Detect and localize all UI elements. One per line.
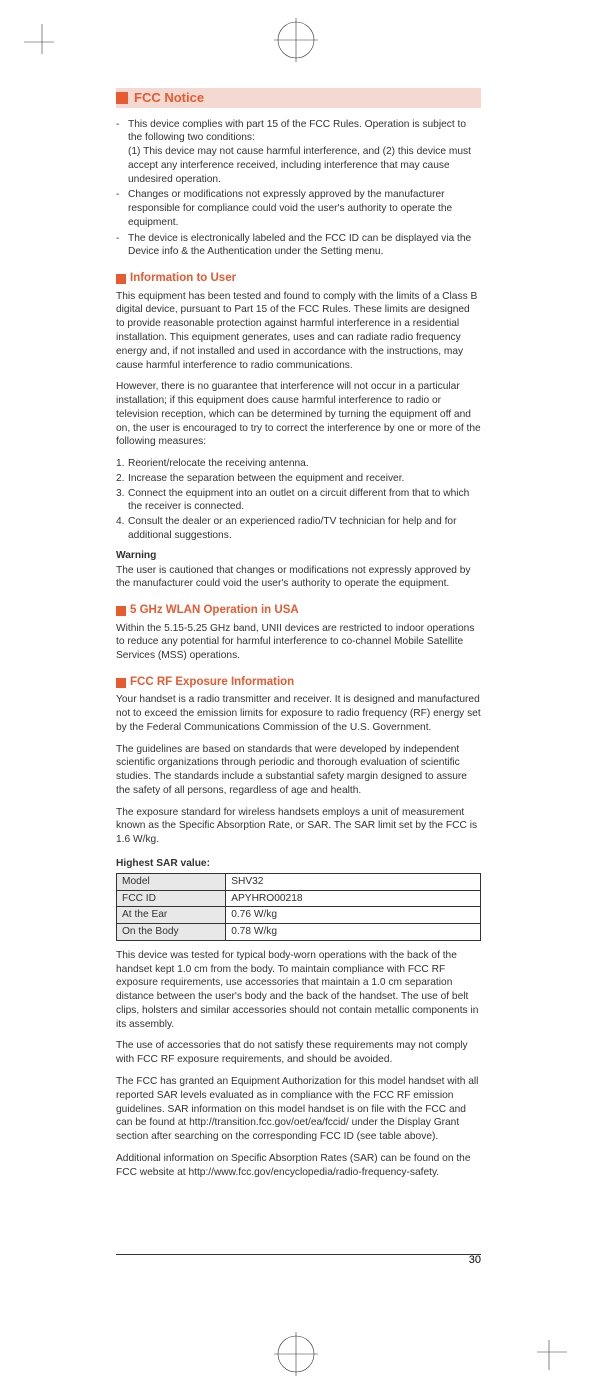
table-cell: Model (117, 873, 226, 890)
sar-table: ModelSHV32 FCC IDAPYHRO00218 At the Ear0… (116, 873, 481, 941)
paragraph: This equipment has been tested and found… (116, 290, 481, 373)
table-cell: 0.76 W/kg (226, 907, 481, 924)
crop-mark-bottom (274, 1332, 318, 1376)
list-text: Increase the separation between the equi… (128, 473, 404, 484)
warning-heading: Warning (116, 549, 481, 563)
list-item: 1.Reorient/relocate the receiving antenn… (116, 457, 481, 471)
page-title: FCC Notice (128, 88, 204, 108)
section-square-icon (116, 274, 126, 284)
list-item: 3.Connect the equipment into an outlet o… (116, 487, 481, 515)
paragraph: Additional information on Specific Absor… (116, 1152, 481, 1180)
paragraph: The user is cautioned that changes or mo… (116, 564, 481, 592)
section-label: Information to User (126, 271, 236, 287)
list-text: Connect the equipment into an outlet on … (128, 488, 469, 513)
table-cell: FCC ID (117, 890, 226, 907)
table-row: On the Body0.78 W/kg (117, 924, 481, 941)
section-heading: 5 GHz WLAN Operation in USA (116, 603, 481, 619)
list-text: Reorient/relocate the receiving antenna. (128, 458, 309, 469)
bullet-sub: (1) This device may not cause harmful in… (128, 145, 481, 186)
paragraph: This device was tested for typical body-… (116, 949, 481, 1032)
title-bar: FCC Notice (116, 88, 481, 108)
section-label: FCC RF Exposure Information (126, 675, 294, 691)
bullet-item: Changes or modifications not expressly a… (116, 188, 481, 229)
paragraph: The guidelines are based on standards th… (116, 743, 481, 798)
numbered-list: 1.Reorient/relocate the receiving antenn… (116, 457, 481, 543)
table-row: ModelSHV32 (117, 873, 481, 890)
list-item: 2.Increase the separation between the eq… (116, 472, 481, 486)
bullet-item: The device is electronically labeled and… (116, 232, 481, 260)
table-row: At the Ear0.76 W/kg (117, 907, 481, 924)
intro-bullets: This device complies with part 15 of the… (116, 118, 481, 260)
bullet-item: This device complies with part 15 of the… (116, 118, 481, 187)
table-cell: On the Body (117, 924, 226, 941)
crop-mark-top (274, 18, 318, 62)
section-square-icon (116, 678, 126, 688)
title-block-icon (116, 92, 128, 104)
paragraph: The use of accessories that do not satis… (116, 1039, 481, 1067)
crop-corner-tl (24, 24, 54, 54)
bullet-text: This device complies with part 15 of the… (128, 119, 466, 144)
list-item: 4.Consult the dealer or an experienced r… (116, 515, 481, 543)
section-square-icon (116, 606, 126, 616)
list-text: Consult the dealer or an experienced rad… (128, 516, 456, 541)
paragraph: Within the 5.15-5.25 GHz band, UNII devi… (116, 622, 481, 663)
crop-corner-br (537, 1340, 567, 1370)
table-cell: APYHRO00218 (226, 890, 481, 907)
page-number: 30 (469, 1254, 481, 1266)
table-cell: At the Ear (117, 907, 226, 924)
paragraph: However, there is no guarantee that inte… (116, 380, 481, 449)
bullet-text: The device is electronically labeled and… (128, 233, 471, 258)
section-heading: FCC RF Exposure Information (116, 675, 481, 691)
paragraph: The exposure standard for wireless hands… (116, 806, 481, 847)
page-content: FCC Notice This device complies with par… (0, 0, 591, 1247)
table-cell: 0.78 W/kg (226, 924, 481, 941)
table-cell: SHV32 (226, 873, 481, 890)
table-heading: Highest SAR value: (116, 857, 481, 871)
table-row: FCC IDAPYHRO00218 (117, 890, 481, 907)
bullet-text: Changes or modifications not expressly a… (128, 189, 452, 228)
section-heading: Information to User (116, 271, 481, 287)
paragraph: The FCC has granted an Equipment Authori… (116, 1075, 481, 1144)
paragraph: Your handset is a radio transmitter and … (116, 693, 481, 734)
footer-rule (116, 1254, 481, 1255)
section-label: 5 GHz WLAN Operation in USA (126, 603, 299, 619)
